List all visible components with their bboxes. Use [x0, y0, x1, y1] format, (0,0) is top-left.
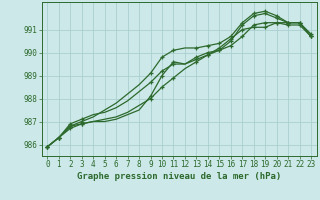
X-axis label: Graphe pression niveau de la mer (hPa): Graphe pression niveau de la mer (hPa) [77, 172, 281, 181]
